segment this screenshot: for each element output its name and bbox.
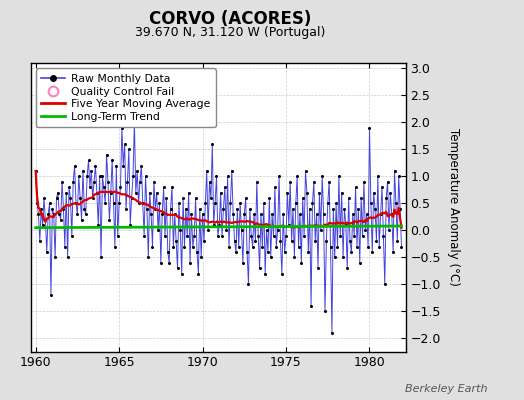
- Text: CORVO (ACORES): CORVO (ACORES): [149, 10, 312, 28]
- Text: Berkeley Earth: Berkeley Earth: [405, 384, 487, 394]
- Legend: Raw Monthly Data, Quality Control Fail, Five Year Moving Average, Long-Term Tren: Raw Monthly Data, Quality Control Fail, …: [36, 68, 215, 127]
- Text: 39.670 N, 31.120 W (Portugal): 39.670 N, 31.120 W (Portugal): [135, 26, 326, 39]
- Y-axis label: Temperature Anomaly (°C): Temperature Anomaly (°C): [447, 128, 460, 286]
